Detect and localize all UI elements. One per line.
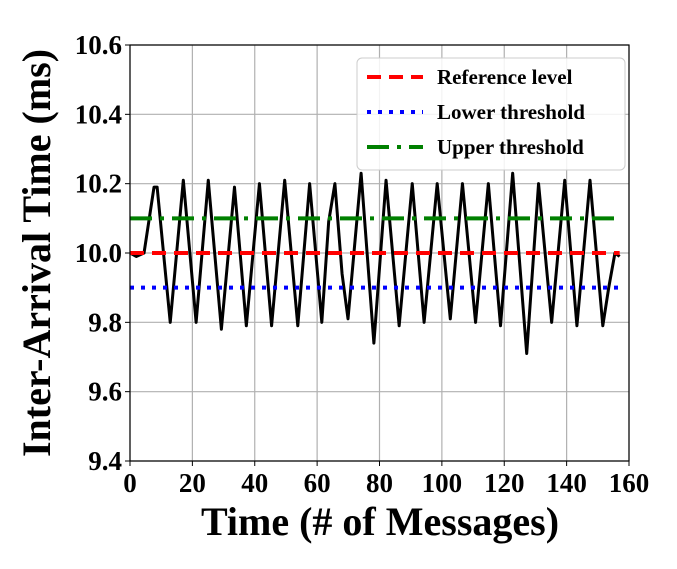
y-tick-label: 10.4 (75, 99, 122, 129)
y-tick-label: 10.6 (75, 30, 122, 60)
y-axis-label: Inter-Arrival Time (ms) (14, 49, 59, 457)
x-tick-label: 100 (422, 468, 463, 498)
x-axis-label: Time (# of Messages) (201, 499, 559, 544)
legend-label: Upper threshold (437, 135, 584, 159)
x-tick-label: 120 (484, 468, 525, 498)
y-tick-label: 9.4 (88, 446, 122, 476)
x-tick-label: 160 (609, 468, 650, 498)
x-tick-label: 140 (546, 468, 587, 498)
x-tick-label: 60 (304, 468, 331, 498)
x-tick-label: 20 (179, 468, 206, 498)
y-tick-label: 10.0 (75, 238, 122, 268)
legend-box (356, 57, 626, 171)
y-tick-label: 10.2 (75, 169, 122, 199)
y-tick-label: 9.8 (88, 307, 122, 337)
series-measured-line (129, 171, 621, 356)
axis-ticks: 0 20 40 60 80 100 120 140 160 9.4 9.6 9.8 10.0 10.2 10… (75, 30, 650, 498)
series-lines (129, 171, 621, 356)
y-tick-label: 9.6 (88, 377, 122, 407)
legend: Reference level Lower threshold Upper thre… (356, 57, 626, 171)
x-tick-label: 40 (241, 468, 268, 498)
x-tick-label: 0 (123, 468, 137, 498)
legend-label: Lower threshold (437, 100, 585, 124)
x-tick-label: 80 (366, 468, 393, 498)
legend-label: Reference level (437, 65, 573, 89)
